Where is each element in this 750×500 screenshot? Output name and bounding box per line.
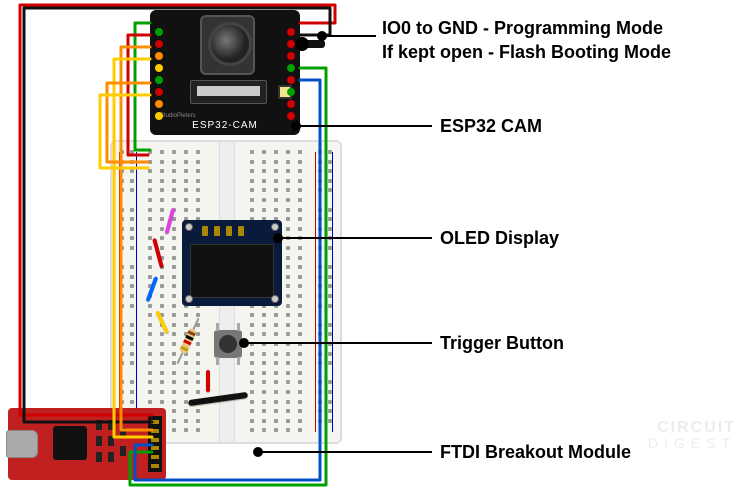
wire-u1: [128, 35, 150, 155]
callout-line-oled: [278, 237, 432, 239]
label-button: Trigger Button: [440, 333, 564, 354]
label-esp32: ESP32 CAM: [440, 116, 542, 137]
wire-u0: [135, 23, 150, 150]
esp32-pin-left-1: [155, 40, 163, 48]
esp32-pin-right-7: [287, 112, 295, 120]
watermark-line2: DIGEST: [648, 436, 736, 450]
esp32-pin-left-5: [155, 88, 163, 96]
oled-display: [182, 220, 282, 306]
oled-pins: [202, 226, 244, 236]
esp32-pin-left-0: [155, 28, 163, 36]
camera-lens: [208, 22, 252, 66]
label-io0-line2: If kept open - Flash Booting Mode: [382, 42, 671, 63]
trigger-button: [214, 330, 242, 358]
esp32-brand: StudioPieters: [160, 113, 196, 119]
esp32-pin-left-6: [155, 100, 163, 108]
esp32-pin-right-6: [287, 100, 295, 108]
ftdi-chip: [53, 426, 87, 460]
label-io0-line1: IO0 to GND - Programming Mode: [382, 18, 663, 39]
esp32-pin-left-3: [155, 64, 163, 72]
io0-jumper: [303, 40, 325, 48]
esp32-pin-right-0: [287, 28, 295, 36]
esp32-pin-right-2: [287, 52, 295, 60]
label-oled: OLED Display: [440, 228, 559, 249]
power-rail-right: [312, 148, 336, 436]
mini-usb-port: [6, 430, 38, 458]
watermark-line1: CIRCUIT: [648, 420, 736, 436]
callout-line-esp32: [296, 125, 432, 127]
esp32-pin-right-1: [287, 40, 295, 48]
breadboard-jumper-5: [206, 370, 210, 392]
esp32-pin-right-3: [287, 64, 295, 72]
esp32-pin-right-5: [287, 88, 295, 96]
oled-screen: [190, 244, 274, 298]
esp32-pin-left-7: [155, 112, 163, 120]
ftdi-header: [148, 416, 162, 472]
callout-line-button: [244, 342, 432, 344]
esp32-pin-right-4: [287, 76, 295, 84]
esp32-silkscreen: ESP32-CAM: [150, 120, 300, 131]
callout-line-ftdi: [258, 451, 432, 453]
callout-line-io0: [322, 35, 376, 37]
esp32-cam-board: StudioPieters ESP32-CAM: [150, 10, 300, 135]
ftdi-breakout: [8, 408, 166, 480]
watermark: CIRCUIT DIGEST: [648, 420, 736, 450]
label-ftdi: FTDI Breakout Module: [440, 442, 631, 463]
esp32-pin-left-2: [155, 52, 163, 60]
ribbon-connector: [190, 80, 267, 104]
esp32-pin-left-4: [155, 76, 163, 84]
